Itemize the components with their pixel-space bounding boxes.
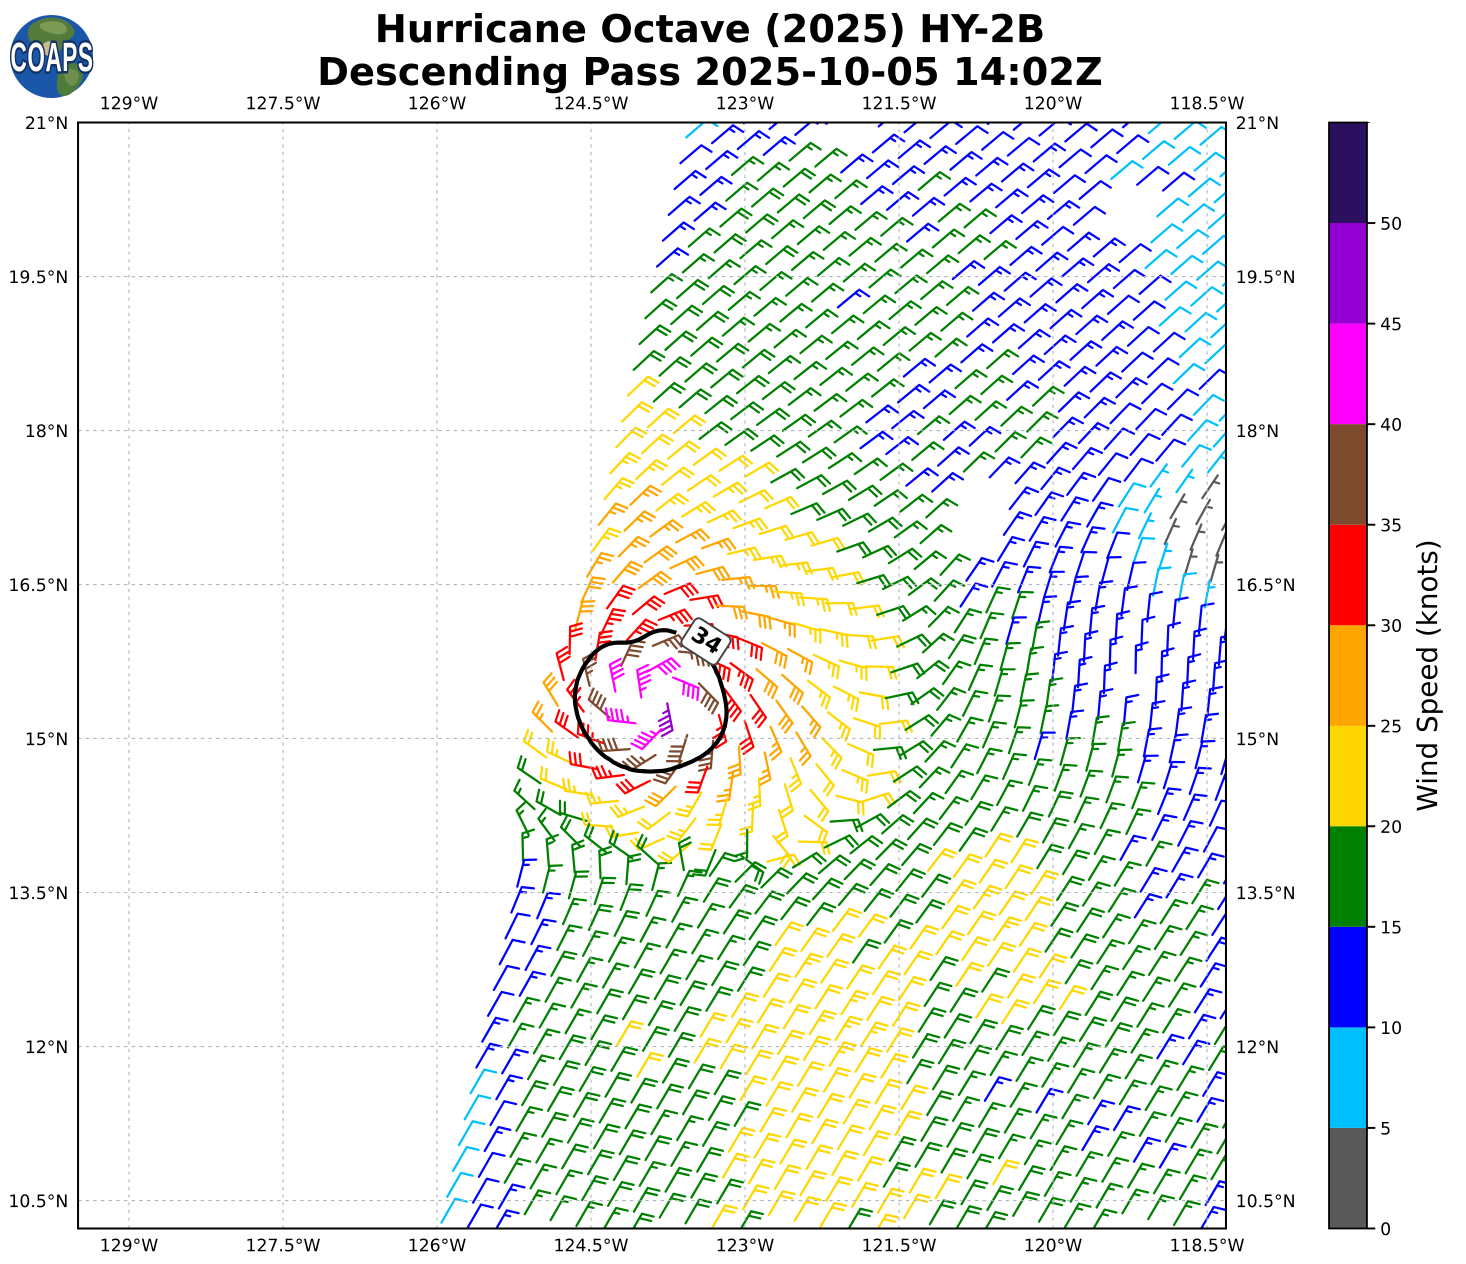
- svg-text:COAPS: COAPS: [11, 35, 94, 81]
